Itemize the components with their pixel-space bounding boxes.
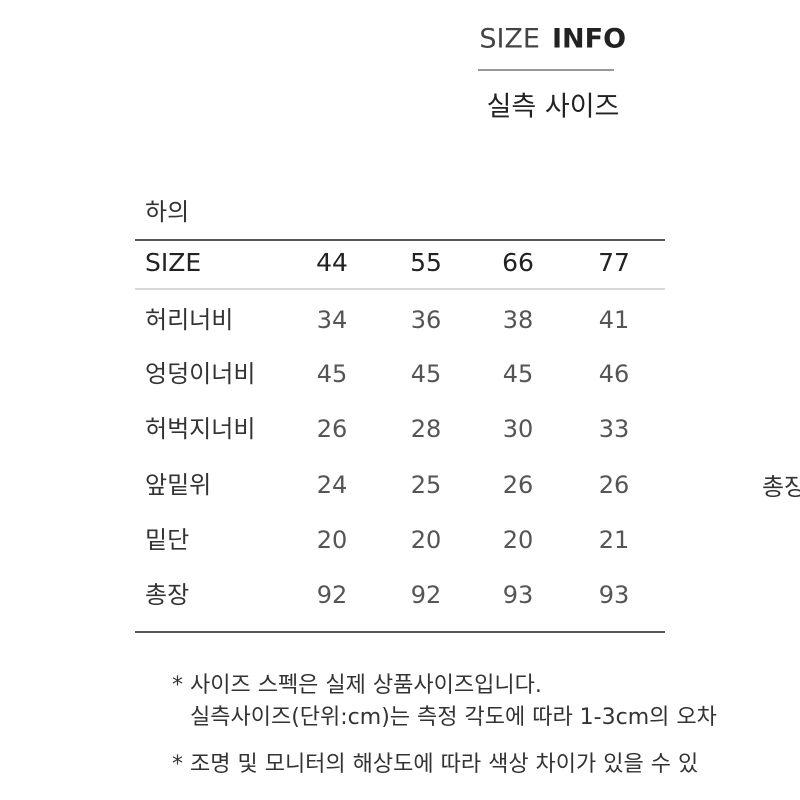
title-bold: INFO	[552, 24, 626, 55]
cell: 20	[503, 526, 534, 554]
cell: 34	[317, 306, 348, 334]
note: * 사이즈 스펙은 실제 상품사이즈입니다.	[172, 673, 542, 698]
cell: 20	[411, 526, 442, 554]
cell: 21	[599, 526, 630, 554]
row-label: 허리너비	[145, 306, 233, 334]
cell: 93	[599, 581, 630, 609]
cell: 26	[599, 471, 630, 499]
column-header: 55	[410, 248, 442, 277]
cell: 20	[317, 526, 348, 554]
subtitle: 실측 사이즈	[487, 92, 620, 123]
side-label: 총장	[762, 473, 800, 501]
column-header: 44	[316, 248, 348, 277]
column-header: 77	[598, 248, 630, 277]
column-header: SIZE	[145, 248, 201, 277]
cell: 28	[411, 415, 442, 443]
note: 실측사이즈(단위:cm)는 측정 각도에 따라 1-3cm의 오차	[190, 705, 717, 730]
cell: 93	[503, 581, 534, 609]
cell: 45	[503, 360, 534, 388]
row-label: 허벅지너비	[145, 415, 255, 443]
section-label: 하의	[145, 198, 189, 226]
cell: 92	[411, 581, 442, 609]
cell: 92	[317, 581, 348, 609]
cell: 45	[411, 360, 442, 388]
column-header: 66	[502, 248, 534, 277]
note: * 조명 및 모니터의 해상도에 따라 색상 차이가 있을 수 있	[172, 752, 698, 777]
row-label: 앞밑위	[145, 471, 211, 499]
cell: 36	[411, 306, 442, 334]
cell: 30	[503, 415, 534, 443]
cell: 45	[317, 360, 348, 388]
row-label: 밑단	[145, 526, 189, 554]
cell: 41	[599, 306, 630, 334]
cell: 38	[503, 306, 534, 334]
cell: 26	[317, 415, 348, 443]
cell: 24	[317, 471, 348, 499]
cell: 26	[503, 471, 534, 499]
row-label: 총장	[145, 581, 189, 609]
size-table: SIZE 44 55 66 77 허리너비 34 36 38 41 엉덩이너비 45 45 45 46 허벅지…	[145, 248, 630, 609]
cell: 46	[599, 360, 630, 388]
row-label: 엉덩이너비	[145, 360, 255, 388]
cell: 33	[599, 415, 630, 443]
cell: 25	[411, 471, 442, 499]
title-light: SIZE	[479, 24, 540, 55]
